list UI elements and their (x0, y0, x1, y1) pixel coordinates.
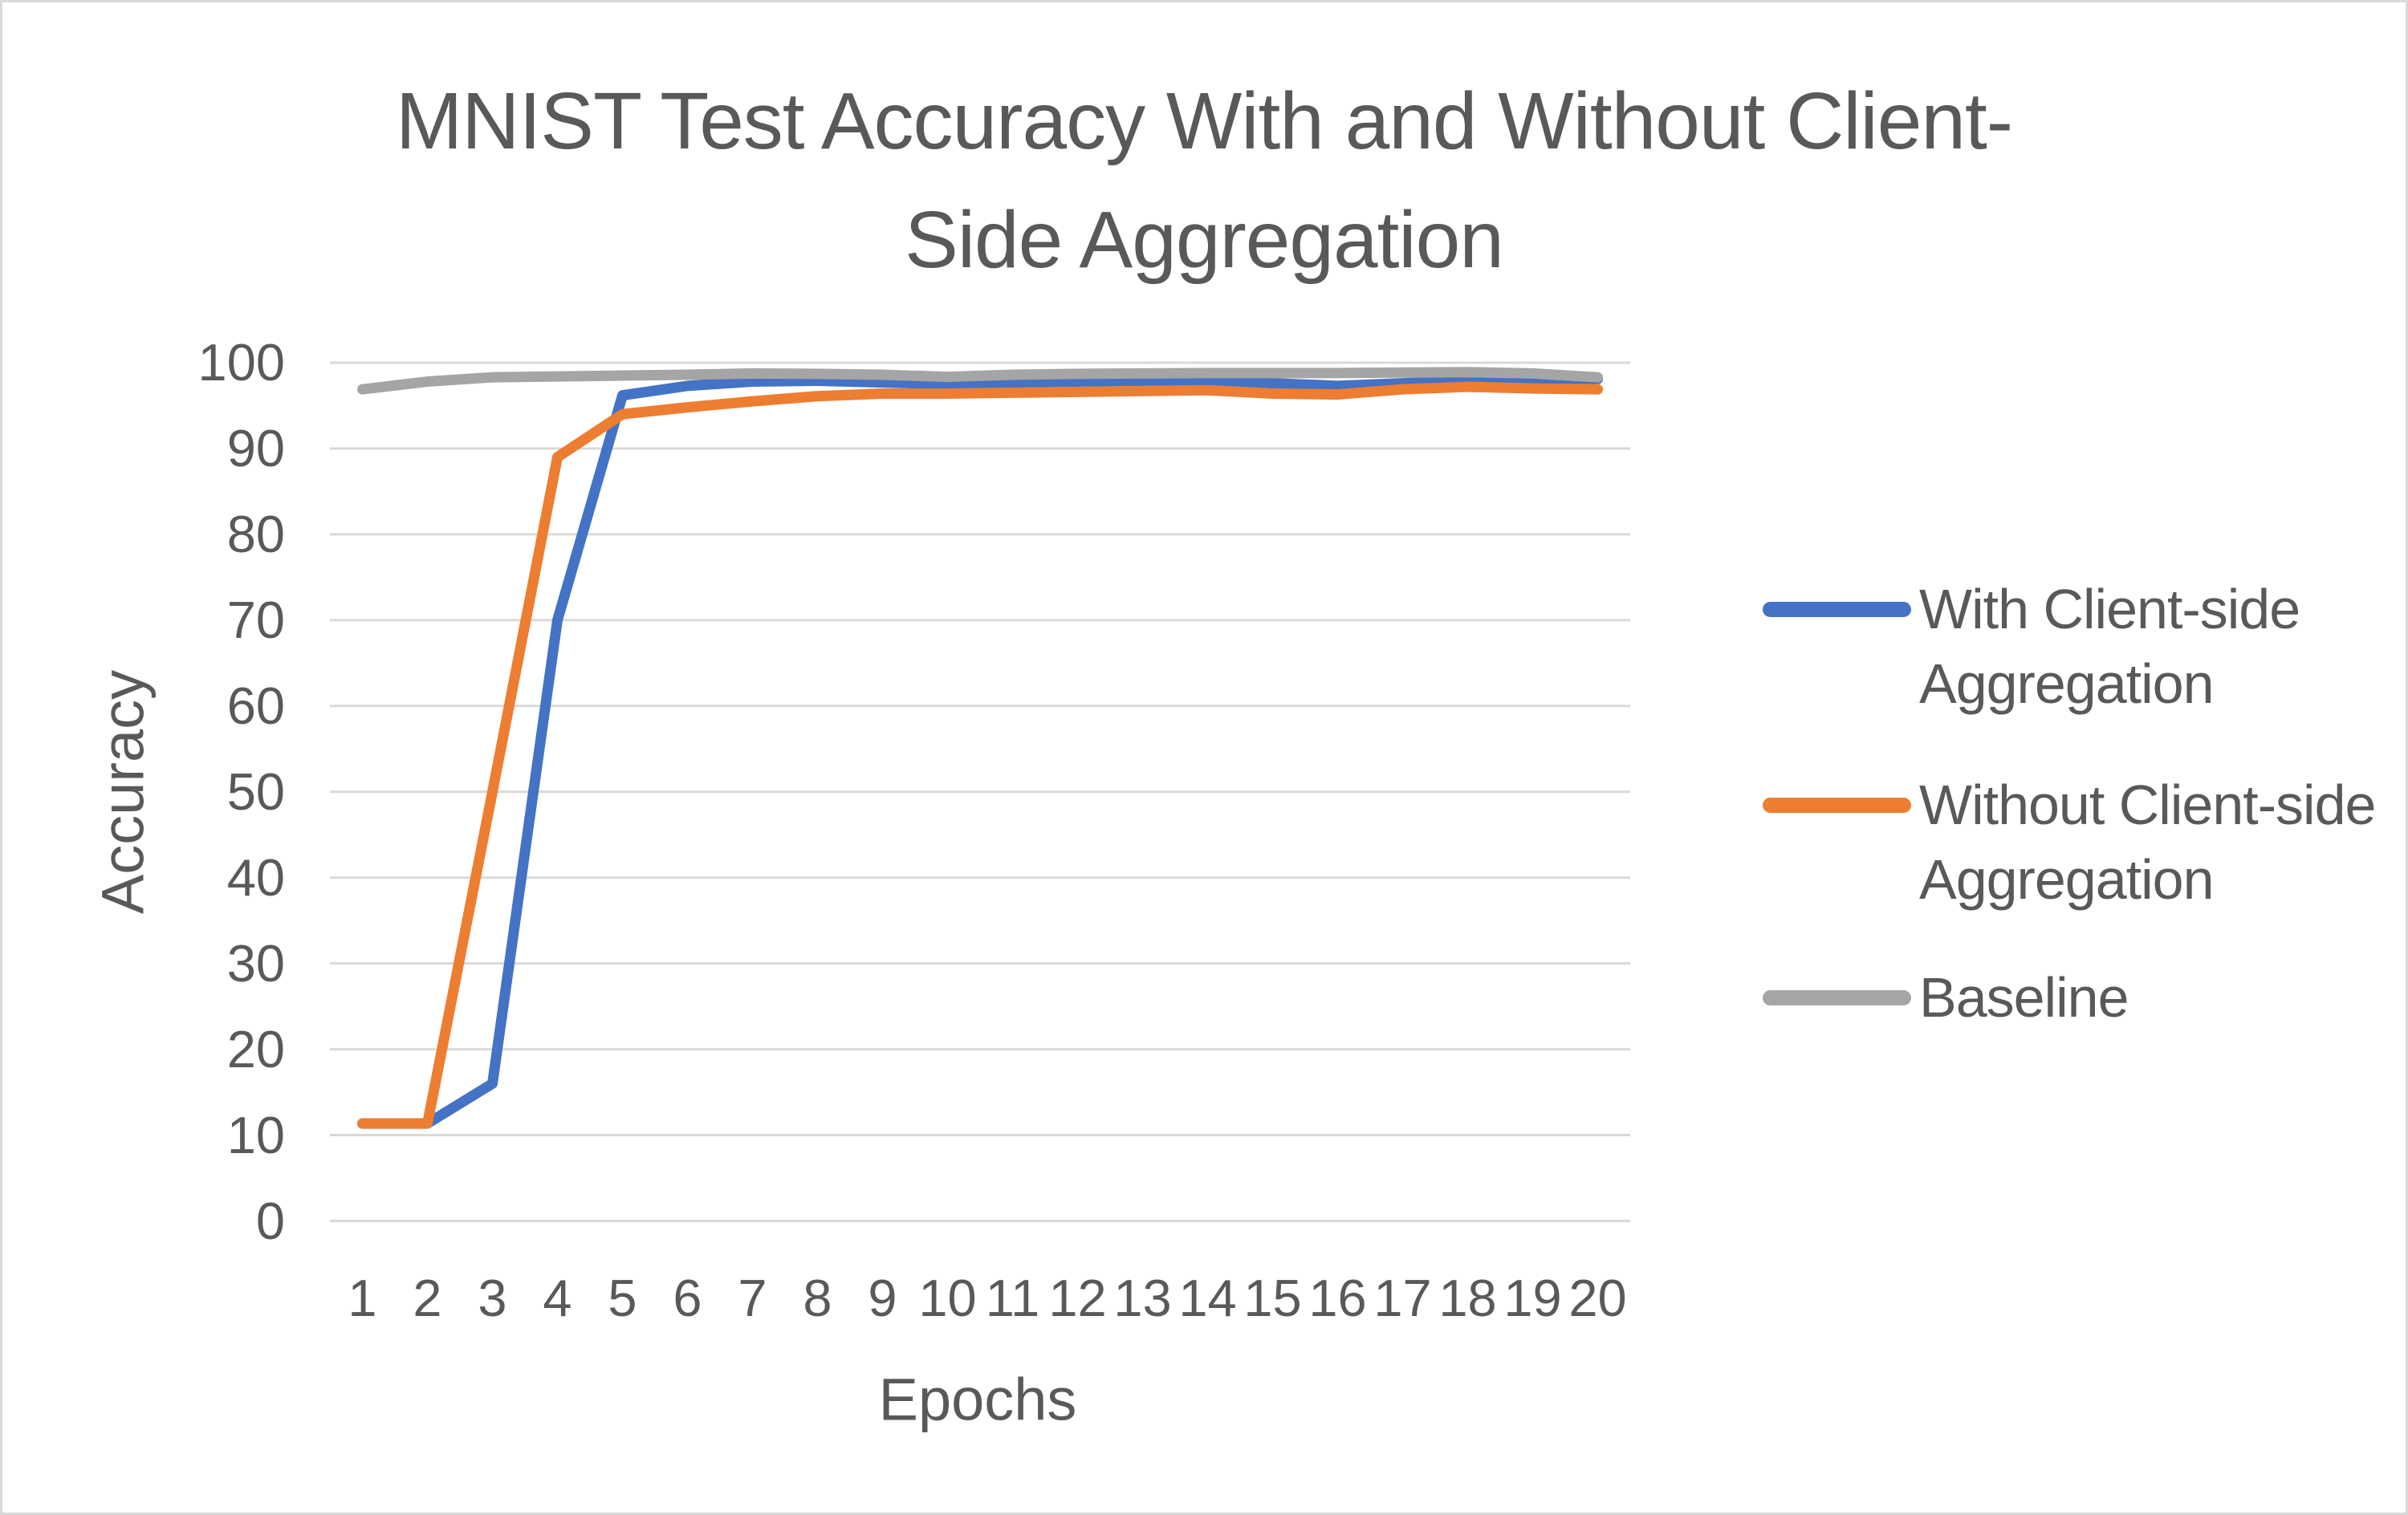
y-tick-label: 100 (197, 333, 285, 392)
legend-swatch (1763, 989, 1911, 1005)
y-tick-label: 50 (226, 762, 285, 821)
y-tick-label: 20 (226, 1019, 285, 1078)
legend-item: With Client-side Aggregation (1763, 572, 2300, 721)
x-tick-label: 12 (1048, 1269, 1107, 1327)
x-tick-label: 16 (1308, 1269, 1367, 1327)
legend-item: Without Client-side Aggregation (1763, 768, 2376, 917)
y-tick-label: 0 (255, 1191, 285, 1250)
x-tick-label: 7 (738, 1269, 767, 1327)
x-tick-label: 18 (1438, 1269, 1497, 1327)
x-tick-label: 15 (1243, 1269, 1302, 1327)
legend-label: Baseline (1919, 965, 2129, 1029)
x-tick-label: 13 (1113, 1269, 1172, 1327)
legend-label: Without Client-side Aggregation (1919, 773, 2376, 911)
x-tick-label: 8 (803, 1269, 832, 1327)
legend-swatch (1763, 601, 1911, 617)
x-tick-label: 20 (1568, 1269, 1627, 1327)
x-tick-label: 4 (543, 1269, 572, 1327)
x-axis-title: Epochs (878, 1366, 1077, 1433)
legend-item: Baseline (1763, 961, 2129, 1035)
x-tick-label: 11 (985, 1269, 1040, 1327)
series-line (357, 373, 1603, 1129)
y-tick-label: 30 (226, 933, 285, 993)
x-tick-label: 14 (1178, 1269, 1237, 1327)
y-tick-label: 10 (226, 1105, 285, 1164)
y-tick-label: 40 (226, 847, 285, 907)
legend-swatch (1763, 797, 1911, 813)
x-tick-label: 9 (868, 1269, 897, 1327)
x-tick-label: 1 (348, 1269, 377, 1327)
y-tick-label: 90 (226, 418, 285, 477)
x-tick-label: 10 (918, 1269, 977, 1327)
chart-title-line2: Side Aggregation (905, 195, 1504, 285)
x-tick-label: 3 (478, 1269, 507, 1327)
x-tick-label: 17 (1373, 1269, 1432, 1327)
x-tick-label: 5 (608, 1269, 637, 1327)
series-line (357, 381, 1603, 1129)
y-tick-label: 60 (226, 676, 285, 735)
chart-title-line1: MNIST Test Accuracy With and Without Cli… (395, 76, 2013, 166)
legend-label: With Client-side Aggregation (1919, 577, 2300, 715)
x-tick-label: 2 (413, 1269, 442, 1327)
x-tick-label: 19 (1503, 1269, 1562, 1327)
y-tick-label: 80 (226, 504, 285, 563)
y-tick-label: 70 (226, 590, 285, 649)
chart-title: MNIST Test Accuracy With and Without Cli… (2, 62, 2406, 299)
x-tick-label: 6 (673, 1269, 702, 1327)
series-line (357, 367, 1603, 395)
